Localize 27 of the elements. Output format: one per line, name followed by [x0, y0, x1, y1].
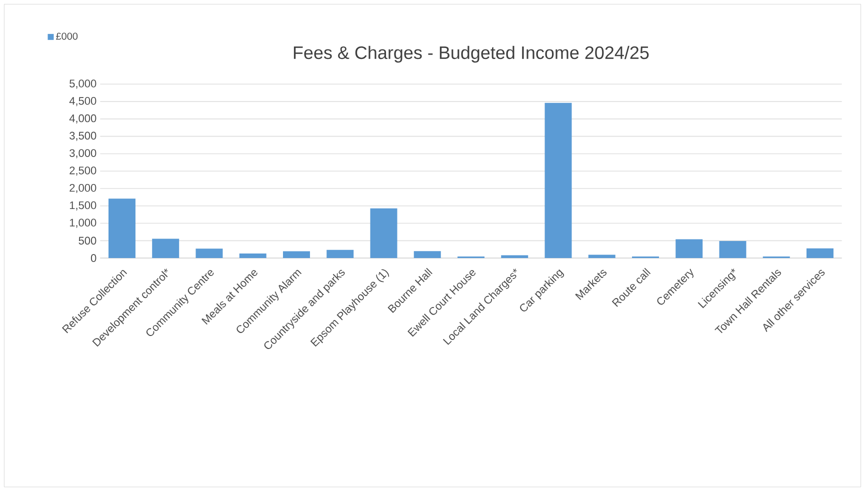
y-tick-label: 2,500 — [70, 166, 96, 176]
y-tick-label: 500 — [78, 236, 96, 244]
y-tick-label: 1,500 — [70, 201, 96, 210]
bar — [370, 208, 398, 258]
legend-label: £000 — [56, 32, 78, 40]
bar — [196, 248, 223, 258]
y-tick-label: 2,000 — [70, 184, 96, 193]
bar — [326, 250, 354, 258]
y-tick-label: 3,500 — [70, 132, 96, 141]
y-tick-label: 0 — [90, 254, 96, 262]
y-tick-label: 4,000 — [69, 114, 96, 124]
y-tick-label: 3,000 — [70, 149, 96, 158]
bar — [806, 248, 834, 258]
bar — [414, 251, 441, 258]
bar — [588, 254, 616, 258]
bar — [152, 238, 180, 258]
y-tick-label: 5,000 — [70, 80, 96, 89]
bar — [544, 102, 572, 258]
bar — [239, 253, 266, 258]
y-tick-label: 1,000 — [70, 218, 96, 228]
y-tick-label: 4,500 — [69, 96, 96, 106]
bar — [282, 251, 310, 258]
bar — [501, 255, 528, 258]
chart-title: Fees & Charges - Budgeted Income 2024/25 — [294, 46, 649, 63]
bar — [676, 239, 703, 258]
bar — [719, 240, 746, 258]
bar — [108, 198, 136, 258]
